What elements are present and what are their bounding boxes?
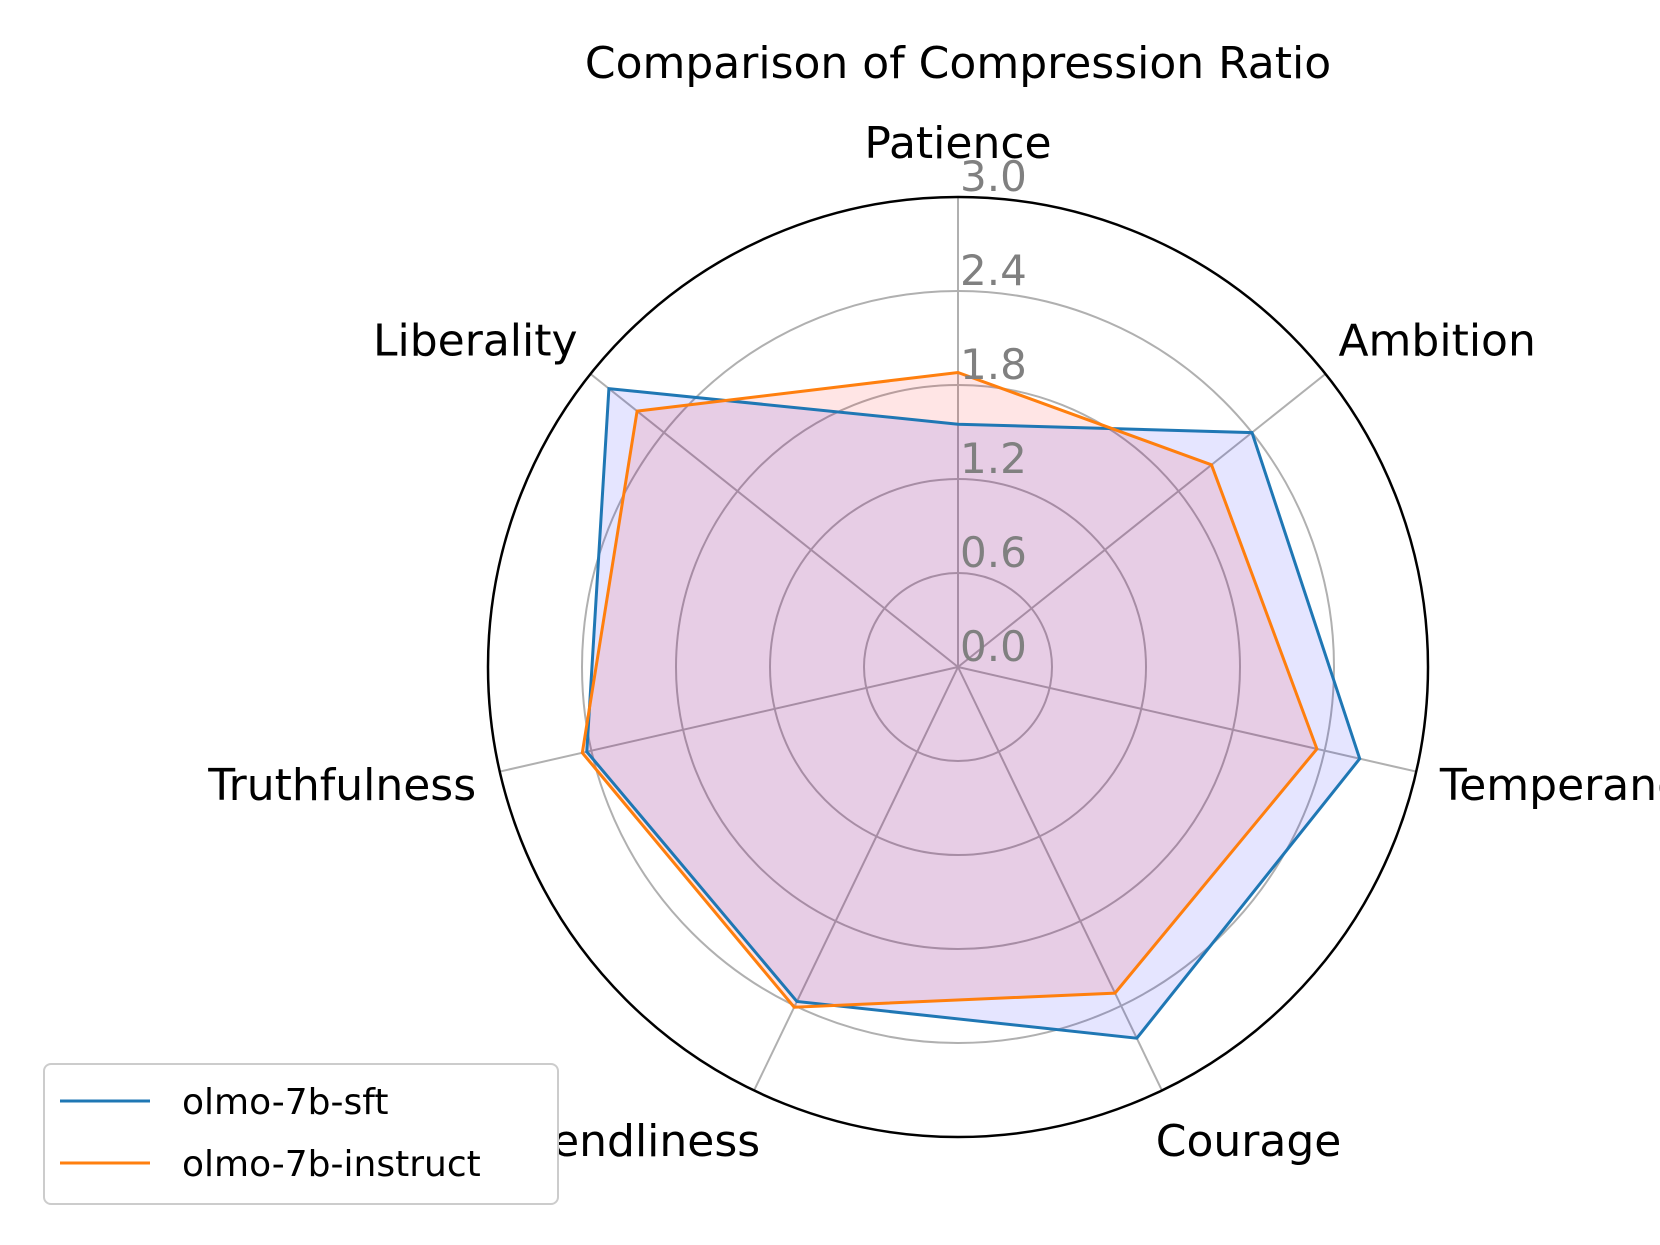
category-label: Truthfulness (207, 760, 476, 811)
outer-frame (486, 195, 1430, 1139)
radial-tick-label: 0.6 (960, 528, 1027, 577)
spoke-line (753, 666, 959, 1091)
legend-frame (43, 1063, 559, 1205)
spoke-line (499, 666, 959, 773)
series-area-0 (586, 388, 1360, 1039)
series-area-1 (582, 372, 1317, 1008)
radial-tick-label: 1.2 (960, 434, 1027, 483)
radial-tick-label: 0.0 (960, 622, 1027, 671)
radial-tick-label: 1.8 (960, 340, 1027, 389)
category-label: Courage (1156, 1116, 1342, 1167)
chart-title: Comparison of Compression Ratio (585, 38, 1331, 89)
category-label: Ambition (1338, 316, 1535, 367)
spoke-line (589, 373, 959, 668)
radial-tick-label: 2.4 (960, 246, 1027, 295)
grid-layer (499, 197, 1417, 1091)
category-label: Patience (864, 118, 1051, 169)
spoke-line (957, 373, 1327, 668)
series-line-1 (580, 370, 1319, 1009)
category-label: Liberality (373, 316, 578, 367)
legend: olmo-7b-sft olmo-7b-instruct (43, 1063, 559, 1205)
spoke-line (957, 666, 1417, 773)
series-line-0 (585, 386, 1362, 1040)
legend-label-instruct: olmo-7b-instruct (182, 1144, 481, 1185)
legend-label-sft: olmo-7b-sft (182, 1082, 388, 1123)
tick-label-layer: 0.0 0.6 1.2 1.8 2.4 3.0 (960, 152, 1027, 671)
spoke-line (957, 666, 1163, 1091)
series-layer (580, 370, 1362, 1040)
category-label: Temperance (1439, 760, 1660, 811)
radial-tick-label: 3.0 (960, 152, 1027, 201)
